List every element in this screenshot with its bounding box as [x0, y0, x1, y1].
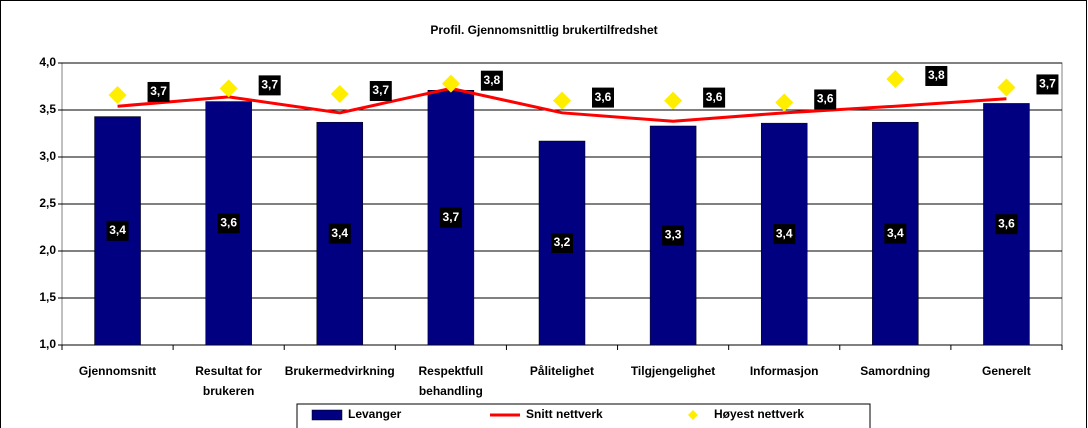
data-label: 3,7	[261, 78, 278, 92]
x-tick-label: Informasjon	[749, 364, 819, 378]
legend-swatch	[311, 409, 343, 421]
data-label: 3,7	[1039, 77, 1056, 91]
data-label: 3,6	[998, 216, 1015, 230]
data-label-box	[925, 65, 948, 86]
data-label-box	[369, 81, 392, 102]
y-tick-label: 1,5	[39, 290, 56, 304]
data-label: 3,6	[220, 215, 237, 229]
x-tick-label: Respektfull behandling	[418, 364, 484, 398]
data-label-box	[814, 89, 837, 110]
x-tick-label: Generelt	[982, 364, 1031, 378]
legend-label: Snitt nettverk	[526, 407, 603, 421]
y-tick-label: 3,5	[39, 102, 56, 116]
data-label-box	[147, 81, 170, 102]
y-tick-label: 1,0	[39, 337, 56, 351]
data-label: 3,4	[776, 226, 793, 240]
marker	[775, 93, 794, 112]
y-tick-label: 4,0	[39, 55, 56, 69]
x-tick-label: Samordning	[860, 364, 931, 378]
x-tick-label: Resultat for brukeren	[195, 364, 262, 398]
data-label-box	[439, 207, 462, 228]
data-label: 3,6	[595, 90, 612, 104]
legend-box	[296, 403, 871, 428]
marker	[219, 79, 238, 98]
y-tick-label: 2,0	[39, 243, 56, 257]
marker	[664, 91, 683, 110]
marker	[553, 91, 571, 110]
x-tick-label: Gjennomsnitt	[78, 364, 157, 378]
chart-title: Profil. Gjennomsnittlig brukertilfredshe…	[430, 23, 657, 37]
x-tick-label: Pålitelighet	[529, 364, 594, 378]
marker	[108, 85, 127, 104]
data-label-box	[995, 214, 1018, 235]
data-label-box	[773, 224, 796, 245]
x-tick-label: Brukermedvirkning	[284, 364, 395, 378]
data-label: 3,8	[484, 73, 501, 87]
legend-swatch	[688, 410, 698, 420]
data-label-box	[1036, 74, 1059, 95]
legend-label: Levanger	[348, 407, 402, 421]
data-label-box	[258, 75, 281, 96]
line	[117, 86, 1007, 123]
data-label-box	[480, 70, 503, 91]
data-label: 3,8	[928, 68, 945, 82]
data-label-box	[551, 233, 573, 254]
data-label-box	[662, 225, 685, 246]
data-label-box	[592, 87, 614, 108]
marker	[330, 85, 349, 104]
data-label-box	[328, 223, 351, 244]
data-label: 3,4	[331, 226, 348, 240]
marker	[886, 69, 905, 88]
data-label: 3,2	[554, 235, 571, 249]
marker	[441, 74, 460, 93]
data-label: 3,7	[150, 84, 167, 98]
y-tick-label: 2,5	[39, 196, 56, 210]
data-label: 3,6	[706, 90, 723, 104]
data-label-box	[217, 213, 240, 234]
data-label-box	[106, 220, 129, 241]
data-label: 3,6	[817, 92, 834, 106]
data-label: 3,7	[372, 83, 389, 97]
marker	[997, 78, 1016, 97]
y-tick-label: 3,0	[39, 149, 56, 163]
legend-label: Høyest nettverk	[714, 407, 804, 421]
data-label-box	[884, 223, 907, 244]
data-label: 3,7	[443, 210, 460, 224]
data-label: 3,4	[887, 226, 904, 240]
data-label: 3,4	[109, 223, 126, 237]
data-label-box	[703, 87, 726, 108]
data-label: 3,3	[665, 228, 682, 242]
x-tick-label: Tilgjengelighet	[630, 364, 716, 378]
